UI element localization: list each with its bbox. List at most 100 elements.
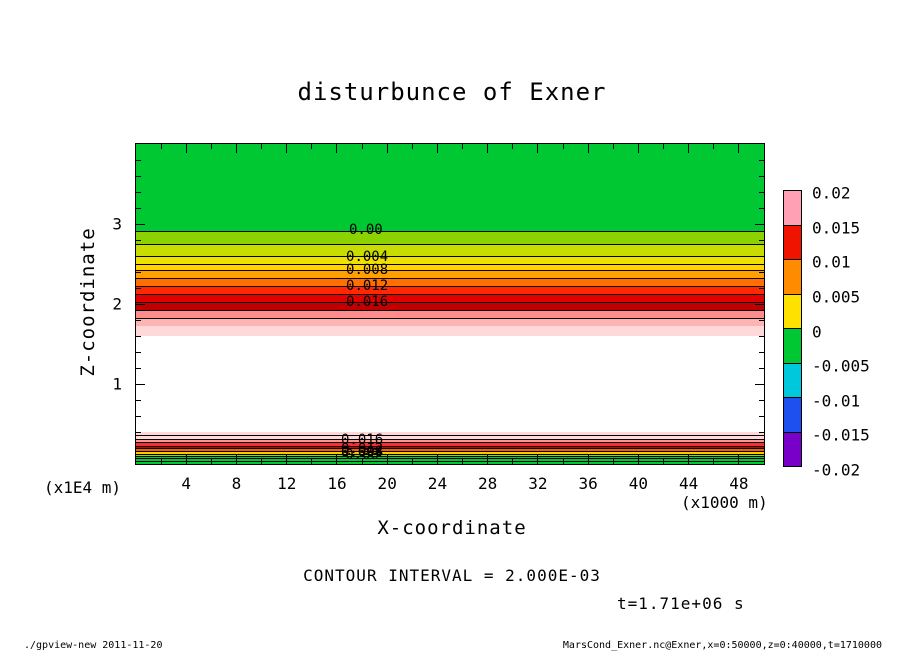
axis-tick [185,455,187,464]
axis-tick [411,144,413,149]
contour-line [136,438,764,440]
plot-area: 0.00 0.004 0.008 0.012 0.016 0.016 0.012 0.008 0… [135,143,765,465]
x-tick-label: 16 [327,474,347,493]
contour-label: 0.008 [341,443,384,460]
axis-tick [436,455,438,464]
axis-tick [759,159,764,161]
axis-tick [136,207,141,209]
axis-tick [759,335,764,337]
axis-tick [713,459,715,464]
x-tick-label: 44 [678,474,699,493]
axis-tick [311,144,313,149]
contour-label: 0.016 [341,432,384,448]
colorbar-segment [783,190,802,226]
axis-tick [286,144,288,153]
colorbar-tick-label: 0.01 [812,252,851,272]
axis-tick [261,459,263,464]
axis-tick [612,144,614,149]
axis-tick [587,455,589,464]
contour-line [136,293,764,295]
contour-line [136,445,764,447]
axis-tick [755,303,764,305]
contour-line [136,285,764,287]
contour-label: 0.012 [346,278,389,295]
axis-tick [336,144,338,153]
plot-title: disturbunce of Exner [297,78,607,106]
y-tick-label: 1 [112,374,122,394]
axis-tick [136,223,145,225]
axis-tick [537,144,539,153]
axis-tick [759,287,764,289]
contour-line [136,309,764,311]
field-band [136,144,764,232]
field-band [136,448,764,452]
axis-tick [759,399,764,401]
x-tick-label: 24 [427,474,448,493]
axis-tick [386,455,388,464]
axis-tick [436,144,438,153]
axis-tick [136,319,141,321]
colorbar-segment [783,293,802,329]
axis-tick [136,415,141,417]
contour-label: 0.00 [348,222,383,239]
axis-tick [136,335,141,337]
field-band [136,439,764,443]
axis-tick [462,144,464,149]
contour-line [136,448,764,450]
field-band [136,231,764,245]
contour-label: 0.008 [346,262,389,279]
footer-right: MarsCond_Exner.nc@Exner,x=0:50000,z=0:40… [562,640,882,651]
axis-tick [136,287,141,289]
contour-line [136,460,764,462]
x-axis-unit: (x1000 m) [681,493,768,512]
axis-tick [462,459,464,464]
axis-tick [136,271,141,273]
axis-tick [136,255,141,257]
field-band [136,256,764,264]
axis-tick [136,175,141,177]
axis-tick [261,144,263,149]
axis-tick [759,367,764,369]
colorbar-segment [783,259,802,295]
x-tick-label: 40 [628,474,649,493]
axis-tick [738,455,740,464]
axis-tick [136,431,141,433]
axis-tick [688,144,690,153]
axis-tick [759,447,764,449]
axis-tick [759,191,764,193]
axis-tick [487,455,489,464]
colorbar-tick-label: 0 [812,322,822,341]
axis-tick [755,383,764,385]
contour-label: 0.012 [341,441,384,458]
field-band [136,456,764,464]
field-band [136,270,764,279]
colorbar [783,190,802,467]
axis-tick [755,223,764,225]
axis-tick [713,144,715,149]
axis-tick [759,207,764,209]
contour-line [136,453,764,455]
field-band [136,454,764,457]
colorbar-tick-label: -0.015 [812,425,870,445]
field-band [136,442,764,446]
field-band [136,264,764,271]
axis-tick [235,455,237,464]
colorbar-segment [783,362,802,398]
field-band [136,446,764,449]
contour-line [136,244,764,246]
axis-tick [688,455,690,464]
axis-tick [537,455,539,464]
axis-tick [210,144,212,149]
axis-tick [759,175,764,177]
contour-line [136,458,764,460]
axis-tick [512,144,514,149]
axis-tick [136,367,141,369]
colorbar-tick-label: 0.005 [812,287,861,307]
contour-line [136,451,764,453]
axis-tick [562,459,564,464]
field-band [136,302,764,311]
axis-tick [136,399,141,401]
contour-line [136,442,764,444]
axis-tick [759,415,764,417]
